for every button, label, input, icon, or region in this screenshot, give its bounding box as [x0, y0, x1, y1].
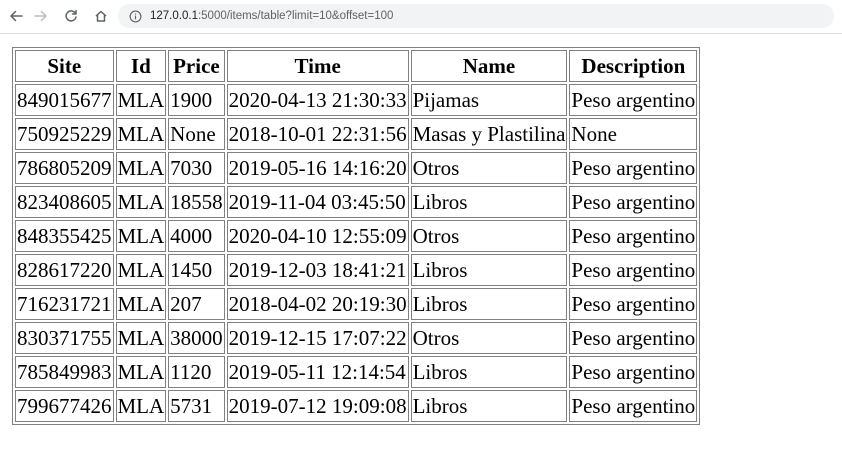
table-row: 849015677 MLA 1900 2020-04-13 21:30:33 Pijam…	[15, 84, 698, 116]
cell-site: 828617220	[15, 254, 114, 286]
cell-time: 2019-12-03 18:41:21	[226, 254, 409, 286]
cell-name: Otros	[410, 322, 568, 354]
cell-description: None	[569, 118, 698, 150]
cell-id: MLA	[115, 220, 167, 252]
cell-time: 2018-04-02 20:19:30	[226, 288, 409, 320]
table-row: 785849983 MLA 1120 2019-05-11 12:14:54 Libro…	[15, 356, 698, 388]
cell-time: 2019-05-16 14:16:20	[226, 152, 409, 184]
url-path: :5000/items/table?limit=10&offset=100	[197, 10, 394, 22]
cell-price: None	[168, 118, 225, 150]
cell-description: Peso argentino	[569, 254, 698, 286]
column-header-time: Time	[226, 50, 409, 82]
cell-price: 7030	[168, 152, 225, 184]
reload-icon[interactable]	[61, 6, 81, 26]
cell-name: Otros	[410, 152, 568, 184]
cell-price: 4000	[168, 220, 225, 252]
cell-name: Libros	[410, 186, 568, 218]
column-header-name: Name	[410, 50, 568, 82]
table-header-row: Site Id Price Time Name Description	[15, 50, 698, 82]
cell-description: Peso argentino	[569, 220, 698, 252]
cell-site: 849015677	[15, 84, 114, 116]
cell-id: MLA	[115, 322, 167, 354]
cell-description: Peso argentino	[569, 356, 698, 388]
cell-price: 18558	[168, 186, 225, 218]
url-host: 127.0.0.1	[150, 10, 198, 22]
cell-description: Peso argentino	[569, 390, 698, 422]
column-header-description: Description	[569, 50, 698, 82]
cell-site: 799677426	[15, 390, 114, 422]
table-row: 828617220 MLA 1450 2019-12-03 18:41:21 Libro…	[15, 254, 698, 286]
cell-id: MLA	[115, 84, 167, 116]
cell-description: Peso argentino	[569, 186, 698, 218]
cell-time: 2019-11-04 03:45:50	[226, 186, 409, 218]
cell-price: 1450	[168, 254, 225, 286]
cell-id: MLA	[115, 356, 167, 388]
table-row: 799677426 MLA 5731 2019-07-12 19:09:08 Libro…	[15, 390, 698, 422]
address-bar[interactable]: 127.0.0.1:5000/items/table?limit=10&offs…	[118, 4, 834, 28]
items-table: Site Id Price Time Name Description 8490…	[12, 47, 701, 425]
cell-id: MLA	[115, 390, 167, 422]
cell-time: 2020-04-10 12:55:09	[226, 220, 409, 252]
cell-time: 2019-12-15 17:07:22	[226, 322, 409, 354]
cell-description: Peso argentino	[569, 84, 698, 116]
cell-name: Masas y Plastilina	[410, 118, 568, 150]
cell-description: Peso argentino	[569, 322, 698, 354]
browser-toolbar: 127.0.0.1:5000/items/table?limit=10&offs…	[0, 0, 842, 34]
table-row: 848355425 MLA 4000 2020-04-10 12:55:09 Otros…	[15, 220, 698, 252]
cell-price: 1900	[168, 84, 225, 116]
table-row: 823408605 MLA 18558 2019-11-04 03:45:50 Libr…	[15, 186, 698, 218]
cell-site: 786805209	[15, 152, 114, 184]
cell-site: 750925229	[15, 118, 114, 150]
items-table-container: Site Id Price Time Name Description 8490…	[12, 47, 701, 425]
cell-price: 38000	[168, 322, 225, 354]
table-row: 750925229 MLA None 2018-10-01 22:31:56 Masas…	[15, 118, 698, 150]
forward-arrow-icon[interactable]	[31, 6, 51, 26]
cell-site: 716231721	[15, 288, 114, 320]
home-icon[interactable]	[91, 6, 111, 26]
table-row: 786805209 MLA 7030 2019-05-16 14:16:20 Otros…	[15, 152, 698, 184]
table-row: 716231721 MLA 207 2018-04-02 20:19:30 Libros…	[15, 288, 698, 320]
cell-time: 2019-05-11 12:14:54	[226, 356, 409, 388]
cell-price: 5731	[168, 390, 225, 422]
cell-name: Otros	[410, 220, 568, 252]
cell-description: Peso argentino	[569, 288, 698, 320]
cell-site: 848355425	[15, 220, 114, 252]
back-arrow-icon[interactable]	[6, 6, 26, 26]
cell-site: 785849983	[15, 356, 114, 388]
column-header-price: Price	[168, 50, 225, 82]
cell-id: MLA	[115, 186, 167, 218]
cell-site: 823408605	[15, 186, 114, 218]
column-header-site: Site	[15, 50, 114, 82]
cell-price: 207	[168, 288, 225, 320]
column-header-id: Id	[115, 50, 167, 82]
cell-id: MLA	[115, 288, 167, 320]
info-icon[interactable]	[128, 9, 142, 23]
cell-description: Peso argentino	[569, 152, 698, 184]
cell-site: 830371755	[15, 322, 114, 354]
cell-id: MLA	[115, 152, 167, 184]
cell-name: Pijamas	[410, 84, 568, 116]
cell-time: 2019-07-12 19:09:08	[226, 390, 409, 422]
cell-name: Libros	[410, 356, 568, 388]
cell-time: 2018-10-01 22:31:56	[226, 118, 409, 150]
cell-id: MLA	[115, 254, 167, 286]
table-row: 830371755 MLA 38000 2019-12-15 17:07:22 Otro…	[15, 322, 698, 354]
cell-name: Libros	[410, 390, 568, 422]
cell-price: 1120	[168, 356, 225, 388]
table-body: 849015677 MLA 1900 2020-04-13 21:30:33 Pijam…	[15, 84, 698, 422]
cell-name: Libros	[410, 254, 568, 286]
cell-name: Libros	[410, 288, 568, 320]
cell-time: 2020-04-13 21:30:33	[226, 84, 409, 116]
cell-id: MLA	[115, 118, 167, 150]
